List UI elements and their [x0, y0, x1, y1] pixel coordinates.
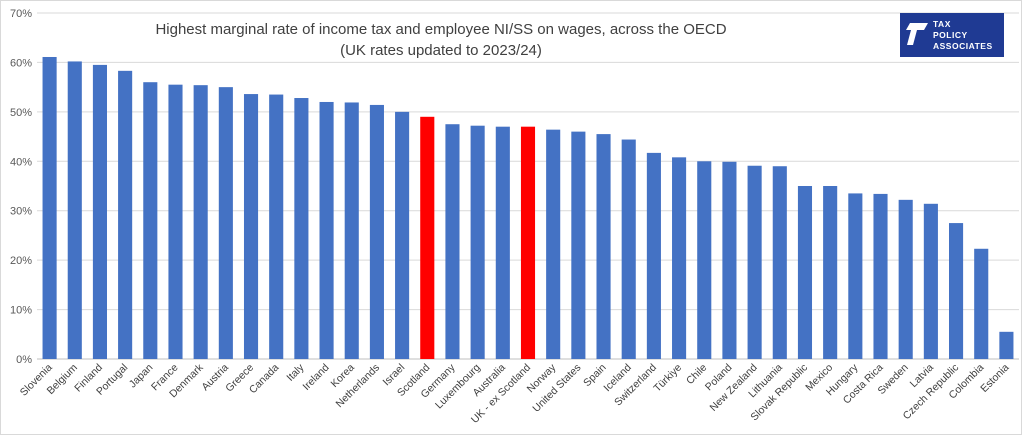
y-axis-ticks: 0% 10% 20% 30% 40% 50% 60% 70%: [10, 8, 32, 366]
logo-line-1: TAX: [933, 19, 951, 29]
x-tick-label: Türkiye: [651, 362, 684, 395]
bar-ireland: [319, 101, 334, 359]
logo-mark-icon: [906, 23, 928, 45]
bar-belgium: [67, 61, 82, 359]
bar-austria: [218, 87, 233, 360]
bar-australia: [495, 126, 510, 359]
bar-costa-rica: [873, 193, 888, 359]
y-tick-label: 10%: [10, 305, 32, 317]
y-tick-label: 60%: [10, 57, 32, 69]
logo-line-2: POLICY: [933, 30, 968, 40]
bar-israel: [395, 111, 410, 359]
bar-denmark: [193, 85, 208, 359]
bar-japan: [143, 82, 158, 359]
bar-greece: [243, 94, 259, 359]
bar-luxembourg: [470, 125, 485, 359]
bar-colombia: [974, 248, 989, 359]
bar-portugal: [118, 70, 133, 360]
bar-switzerland: [646, 152, 661, 359]
bar-united-states: [571, 131, 586, 359]
y-tick-label: 20%: [10, 255, 32, 267]
x-axis-labels: SloveniaBelgiumFinlandPortugalJapanFranc…: [18, 361, 1012, 426]
bars: [42, 56, 1014, 360]
chart-subtitle: (UK rates updated to 2023/24): [340, 42, 542, 59]
bar-latvia: [923, 203, 938, 359]
logo-background: [900, 13, 1004, 57]
bar-uk-ex-scotland: [520, 126, 536, 359]
bar-netherlands: [369, 104, 384, 360]
x-tick-label: Estonia: [978, 362, 1011, 395]
tax-policy-associates-logo: TAX POLICY ASSOCIATES: [900, 13, 1004, 57]
bar-canada: [269, 94, 284, 360]
bar-italy: [294, 98, 309, 359]
y-tick-label: 40%: [10, 156, 32, 168]
bar-korea: [344, 102, 359, 360]
y-tick-label: 50%: [10, 107, 32, 119]
x-tick-label: Ireland: [300, 362, 331, 393]
bar-estonia: [999, 331, 1014, 359]
bar-finland: [92, 64, 107, 360]
bar-lithuania: [772, 166, 787, 359]
bar-slovak-republic: [797, 186, 813, 359]
bar-mexico: [823, 186, 838, 359]
bar-chile: [697, 161, 712, 359]
chart-title: Highest marginal rate of income tax and …: [155, 21, 726, 38]
bar-poland: [722, 161, 737, 359]
bar-sweden: [898, 199, 913, 359]
bar-slovenia: [42, 56, 57, 360]
logo-line-3: ASSOCIATES: [933, 41, 993, 51]
bar-iceland: [621, 139, 636, 359]
bar-new-zealand: [747, 165, 762, 359]
bar-t-rkiye: [672, 157, 687, 359]
bar-germany: [445, 124, 460, 359]
bar-hungary: [848, 193, 863, 359]
y-tick-label: 30%: [10, 206, 32, 218]
y-tick-label: 0%: [16, 354, 32, 366]
bar-czech-republic: [949, 223, 964, 359]
bar-norway: [546, 129, 561, 359]
bar-scotland: [420, 116, 435, 359]
bar-france: [168, 84, 183, 360]
y-tick-label: 70%: [10, 8, 32, 20]
bar-spain: [596, 134, 611, 359]
